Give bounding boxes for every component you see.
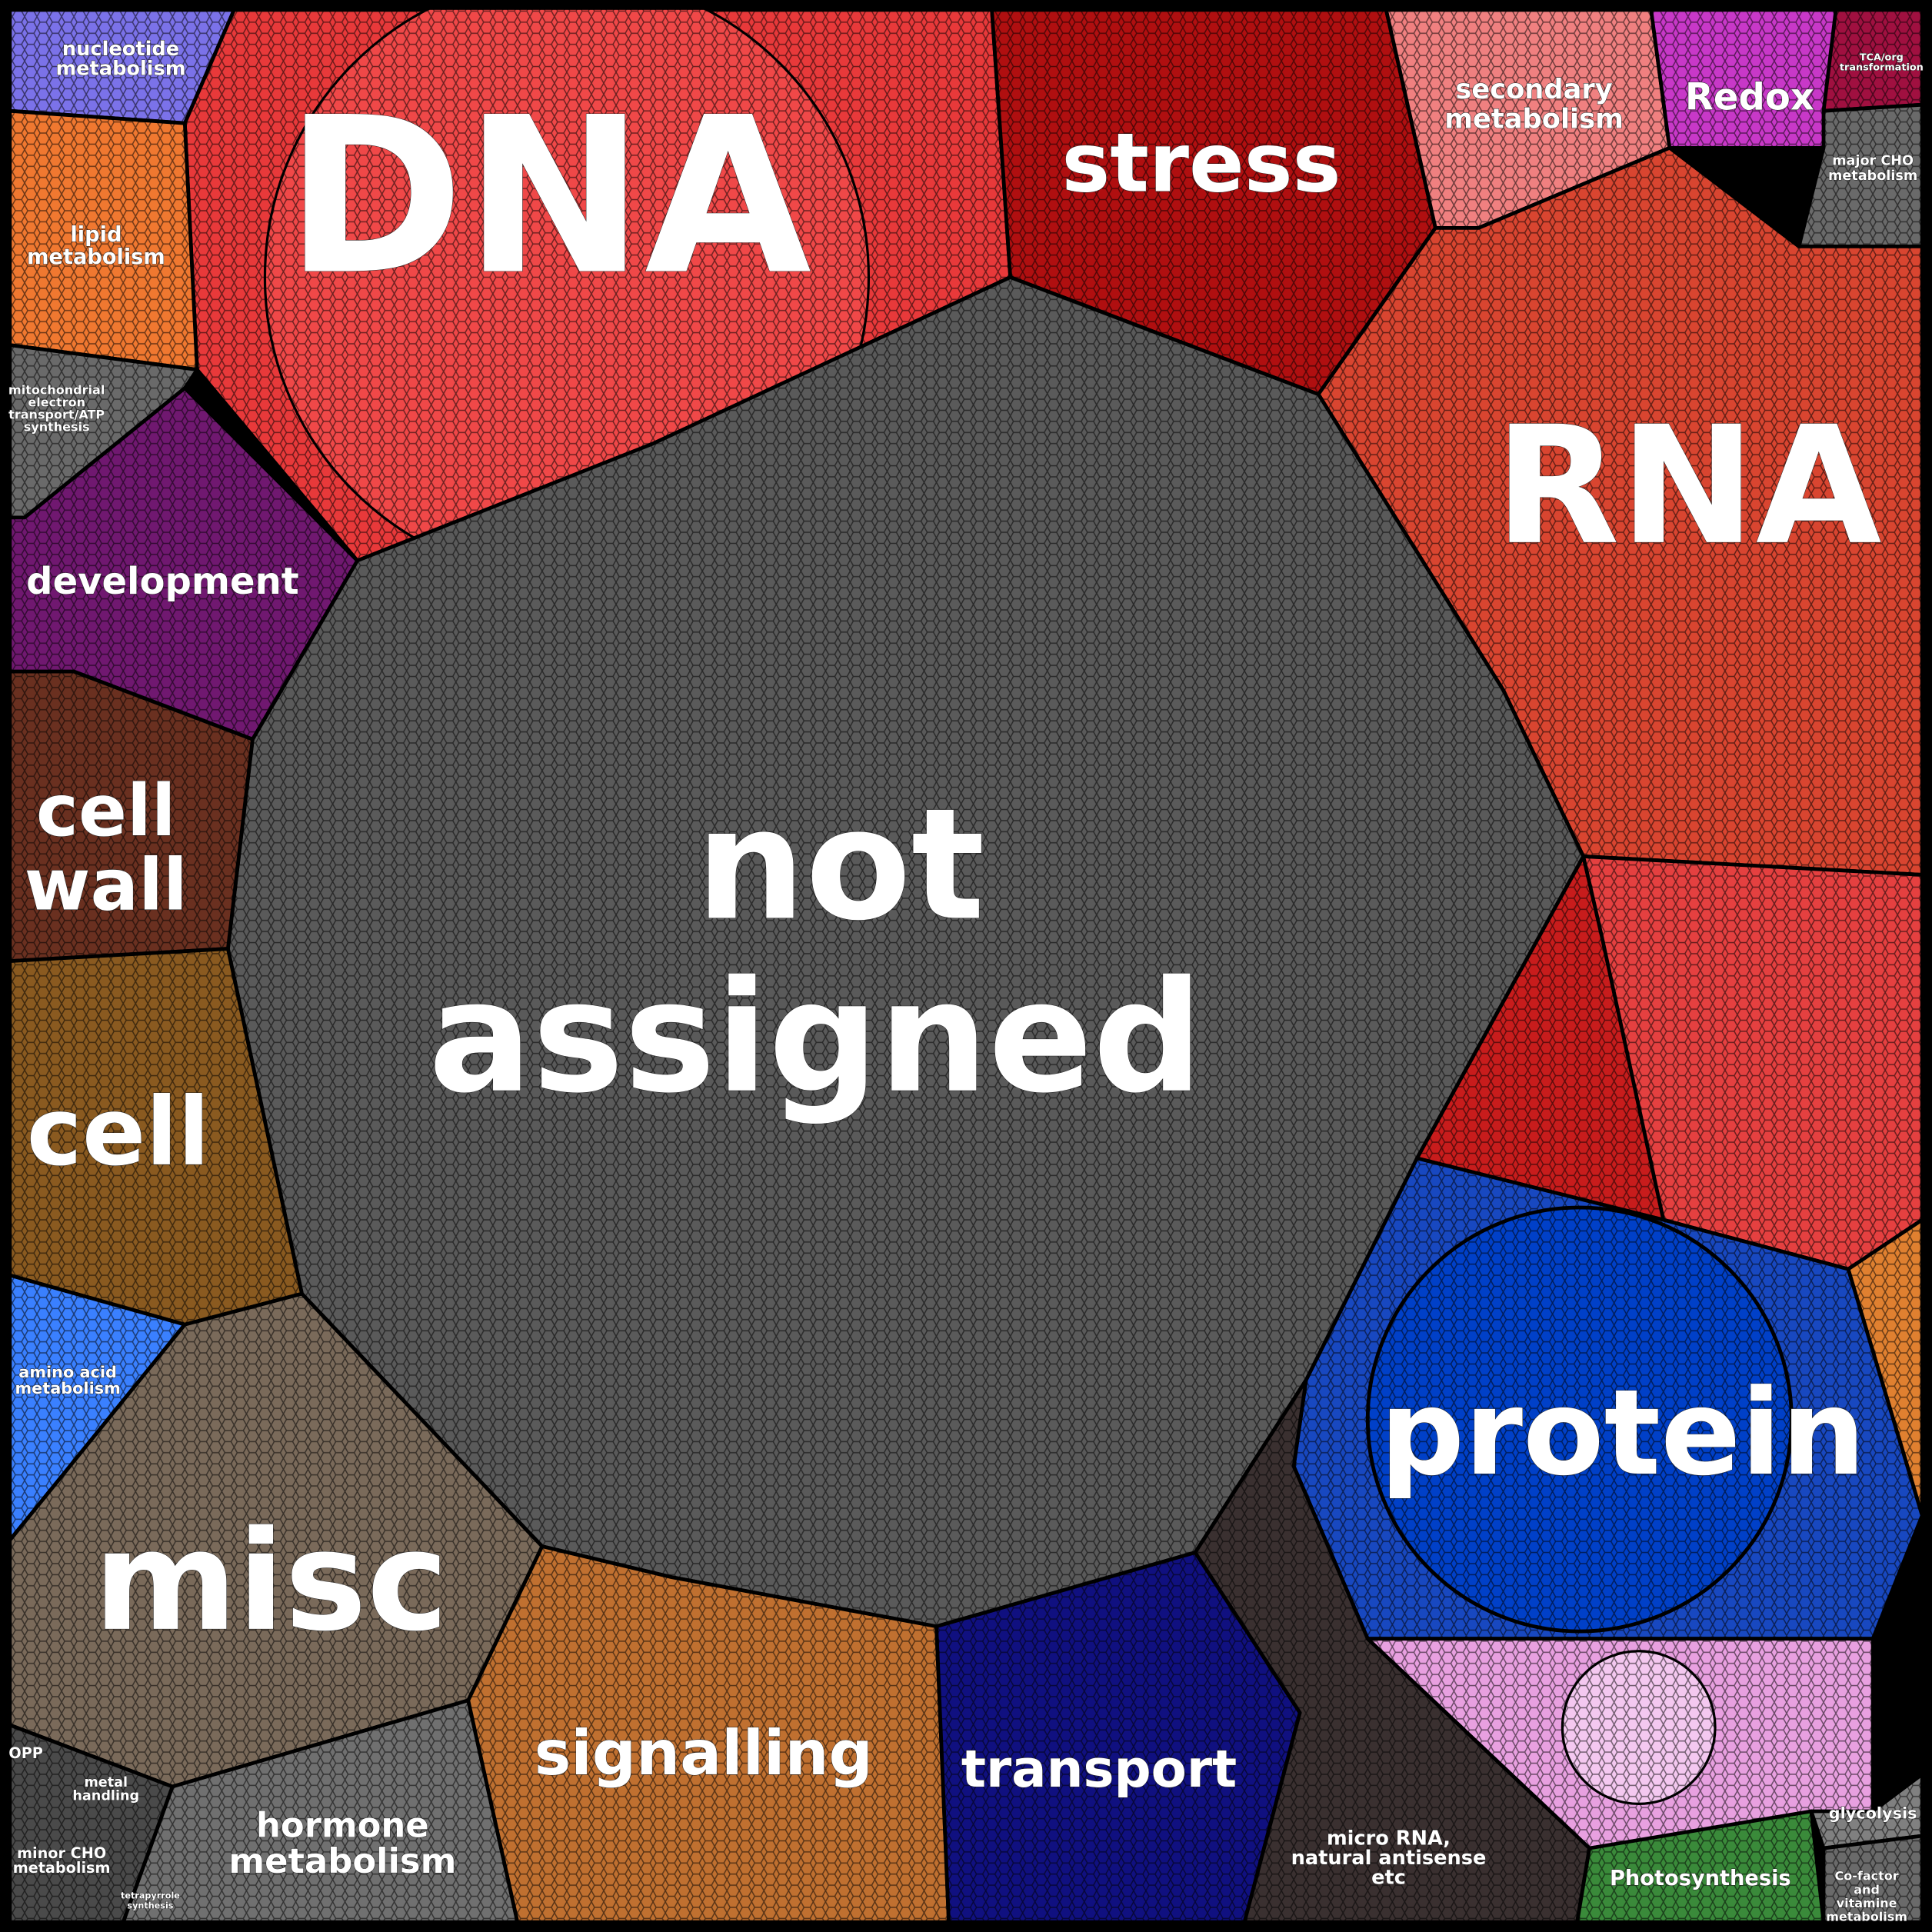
label: handling (72, 1789, 139, 1804)
label: metabolism (13, 1859, 111, 1877)
label: tetrapyrrole (121, 1891, 180, 1901)
label: vitamine (1837, 1896, 1897, 1910)
label: metabolism (1444, 104, 1624, 135)
label: lipid (70, 223, 122, 247)
label: hormone (256, 1805, 429, 1846)
label: metal (84, 1775, 128, 1790)
label: amino acid (18, 1363, 117, 1381)
label: micro RNA, (1327, 1827, 1451, 1850)
label: metabolism (55, 58, 185, 81)
label: not (696, 776, 985, 955)
label: natural antisense (1291, 1847, 1487, 1870)
label: glycolysis (1829, 1804, 1917, 1823)
label: OPP (8, 1744, 43, 1762)
label: transport (961, 1739, 1237, 1799)
label: signalling (535, 1717, 873, 1789)
label: minor CHO (17, 1844, 106, 1862)
label: electron (28, 395, 85, 410)
label: Co-factor (1834, 1869, 1898, 1884)
label: secondary (1455, 74, 1612, 105)
label: metabolism (15, 1379, 120, 1397)
label: cell (27, 1078, 210, 1187)
label: RNA (1494, 391, 1881, 581)
label: wall (25, 843, 188, 926)
label: major CHO (1832, 154, 1914, 169)
label: transport/ATP (8, 408, 105, 422)
label: metabolism (1828, 168, 1917, 184)
label: protein (1380, 1364, 1866, 1502)
label: metabolism (228, 1840, 456, 1881)
label: mitochondrial (8, 383, 105, 398)
label: transformation (1840, 62, 1924, 73)
label: nucleotide (62, 38, 179, 61)
label: cell (36, 769, 176, 852)
label: stress (1061, 115, 1341, 210)
label: metabolism (1826, 1910, 1907, 1924)
label: metabolism (27, 245, 165, 269)
label: and (1854, 1882, 1880, 1897)
label: assigned (428, 948, 1203, 1128)
label: TCA/org (1860, 52, 1904, 64)
label: synthesis (24, 420, 90, 435)
label: misc (94, 1501, 449, 1662)
labels: nucleotide metabolism DNA stress seconda… (8, 38, 1924, 1924)
label: etc (1371, 1867, 1406, 1890)
label: Photosynthesis (1610, 1867, 1791, 1890)
label: Redox (1685, 76, 1814, 119)
label: DNA (285, 72, 813, 322)
label: development (26, 560, 299, 603)
label: synthesis (127, 1901, 173, 1911)
